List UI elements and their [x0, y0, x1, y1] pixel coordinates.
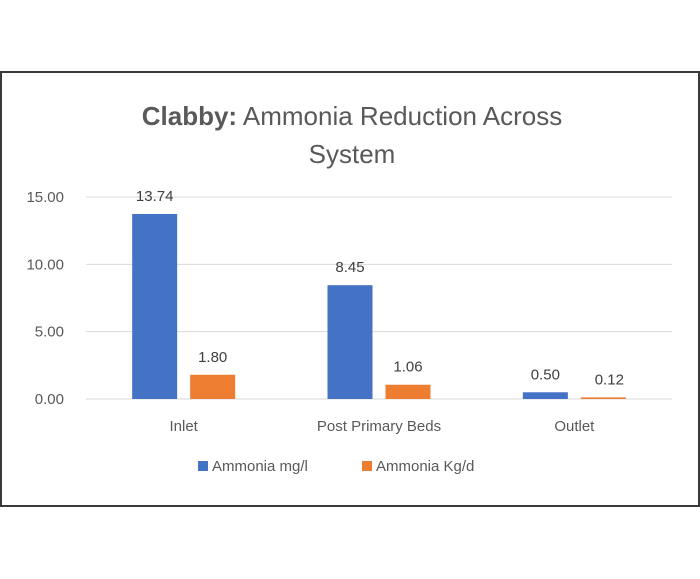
chart-title-bold: Clabby: — [142, 101, 237, 131]
category-label-2: Outlet — [554, 418, 595, 435]
category-label-0: Inlet — [169, 418, 198, 435]
bars — [132, 213, 626, 399]
data-label-2-1: 0.12 — [595, 371, 624, 388]
data-label-0-1: 1.80 — [198, 349, 227, 366]
data-label-1-1: 1.06 — [393, 359, 422, 376]
gridlines — [86, 196, 672, 400]
y-tick-label-0: 0.00 — [35, 391, 64, 408]
y-tick-label-3: 15.00 — [26, 189, 64, 206]
bar-1-0 — [327, 285, 373, 399]
bar-0-1 — [190, 374, 236, 399]
category-label-1: Post Primary Beds — [317, 418, 441, 435]
bar-0-0 — [132, 213, 178, 399]
data-label-1-0: 8.45 — [335, 259, 364, 276]
data-labels: 13.74 1.80 8.45 1.06 0.50 0.12 — [136, 188, 624, 388]
bar-2-1 — [580, 397, 626, 399]
bar-chart: Clabby: Ammonia Reduction Across System … — [26, 101, 672, 475]
legend-label-0: Ammonia mg/l — [212, 458, 308, 475]
bar-2-0 — [522, 392, 568, 399]
chart-frame: Clabby: Ammonia Reduction Across System … — [0, 71, 700, 507]
y-tick-label-1: 5.00 — [35, 324, 64, 341]
x-axis-categories: Inlet Post Primary Beds Outlet — [169, 418, 595, 435]
legend-swatch-0 — [198, 461, 208, 471]
bar-1-1 — [385, 384, 431, 399]
legend: Ammonia mg/l Ammonia Kg/d — [198, 458, 474, 475]
y-axis-ticks: 0.00 5.00 10.00 15.00 — [26, 189, 64, 408]
chart-title: Clabby: Ammonia Reduction Across — [142, 101, 563, 131]
data-label-2-0: 0.50 — [531, 366, 560, 383]
chart-title-line1: Ammonia Reduction Across — [237, 101, 562, 131]
data-label-0-0: 13.74 — [136, 188, 174, 205]
chart-title-line2: System — [309, 139, 396, 169]
legend-swatch-1 — [362, 461, 372, 471]
y-tick-label-2: 10.00 — [26, 256, 64, 273]
legend-label-1: Ammonia Kg/d — [376, 458, 474, 475]
